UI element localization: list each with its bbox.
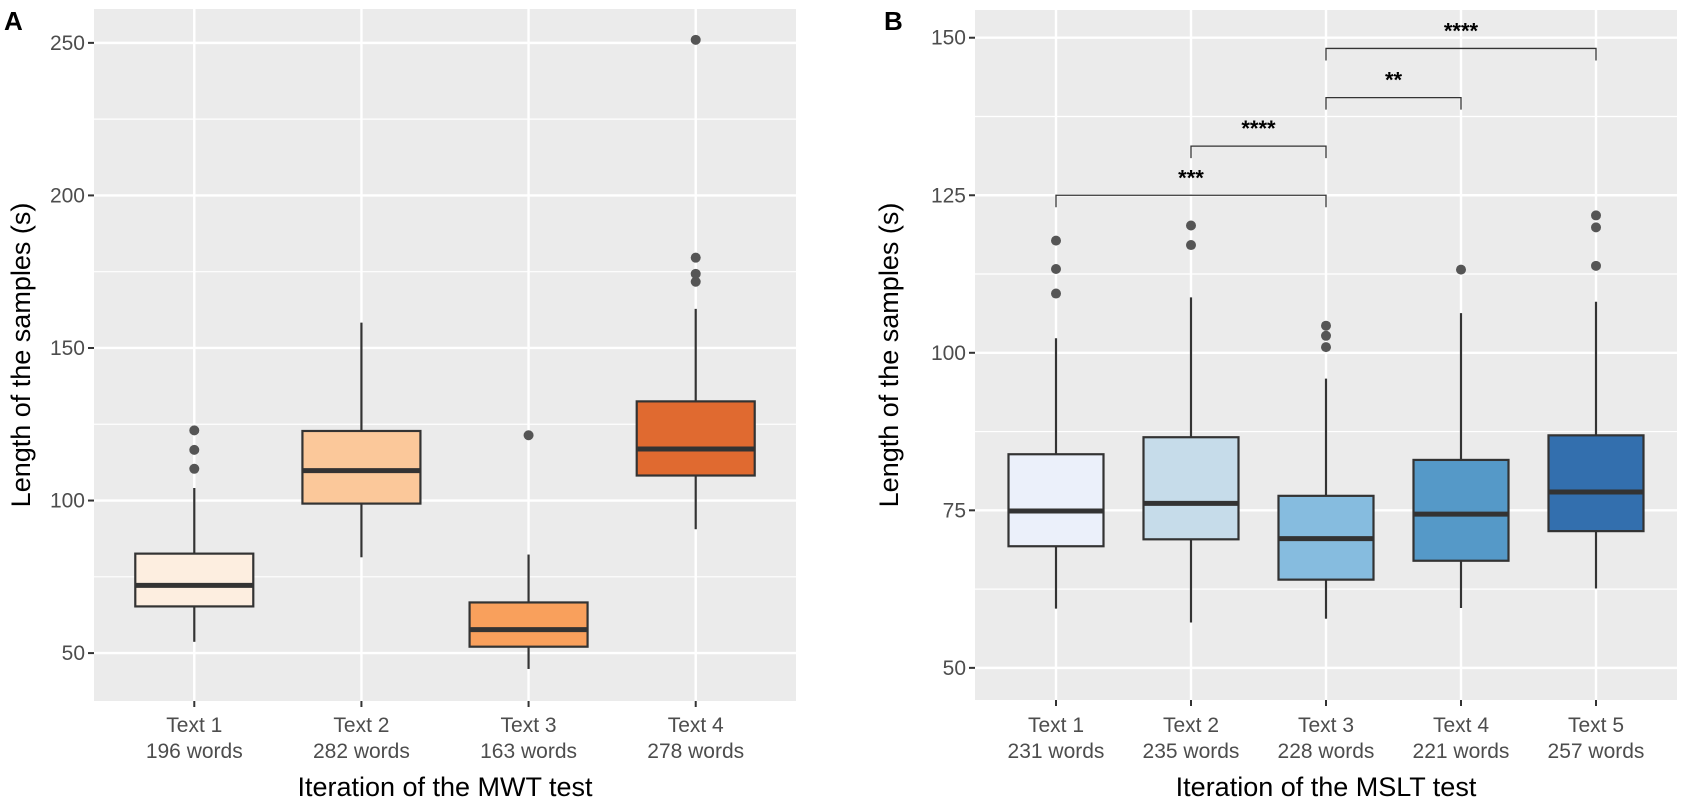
x-tick-sublabel: 231 words xyxy=(1008,740,1105,763)
outlier-point xyxy=(690,268,701,279)
outlier-point xyxy=(189,444,200,455)
box xyxy=(635,400,756,477)
outlier-point xyxy=(1321,320,1331,331)
outlier-point xyxy=(1321,342,1331,353)
outlier-point xyxy=(523,430,534,441)
panel-b: 50 75 100 125 150 Text 1 231 words Text 2 235 wo… xyxy=(874,6,1677,802)
x-tick-sublabel: 196 words xyxy=(146,740,243,763)
box xyxy=(1142,436,1240,541)
y-tick-label: 50 xyxy=(62,642,85,665)
outlier-point xyxy=(189,425,200,436)
x-axis-title: Iteration of the MWT test xyxy=(297,772,593,802)
box xyxy=(301,429,422,505)
y-tick-label: 100 xyxy=(931,342,966,365)
x-tick-label: Text 4 xyxy=(1433,714,1489,737)
panel-a: 50 100 150 200 250 Text 1 196 words Text 2 282 w… xyxy=(4,6,796,802)
box xyxy=(468,601,589,648)
box xyxy=(1412,458,1510,562)
box xyxy=(134,552,255,608)
significance-bracket xyxy=(1325,96,1462,110)
outlier-point xyxy=(1456,264,1466,275)
outlier-point xyxy=(1591,222,1601,233)
x-tick-label: Text 1 xyxy=(1028,714,1084,737)
outlier-point xyxy=(1051,288,1061,299)
x-tick-label: Text 4 xyxy=(668,714,724,737)
y-tick-label: 150 xyxy=(50,337,85,360)
y-tick-label: 50 xyxy=(943,657,966,680)
y-tick-label: 100 xyxy=(50,490,85,513)
significance-bracket xyxy=(1190,145,1327,159)
y-axis-title: Length of the samples (s) xyxy=(874,203,904,508)
significance-label: ** xyxy=(1385,68,1403,93)
y-axis-title: Length of the samples (s) xyxy=(6,203,36,508)
y-tick-label: 125 xyxy=(931,184,966,207)
y-tick-label: 75 xyxy=(943,499,966,522)
x-tick-sublabel: 228 words xyxy=(1278,740,1375,763)
x-tick-sublabel: 235 words xyxy=(1143,740,1240,763)
x-tick-sublabel: 257 words xyxy=(1548,740,1645,763)
outlier-point xyxy=(1591,260,1601,271)
outlier-point xyxy=(1186,220,1196,231)
x-axis-title: Iteration of the MSLT test xyxy=(1176,772,1477,802)
y-tick-label: 250 xyxy=(50,32,85,55)
outlier-point xyxy=(690,34,701,45)
significance-label: **** xyxy=(1444,18,1479,43)
outlier-point xyxy=(1051,263,1061,274)
panel-label: A xyxy=(4,6,23,36)
x-tick-label: Text 3 xyxy=(1298,714,1354,737)
outlier-point xyxy=(1186,240,1196,251)
outlier-point xyxy=(1591,210,1601,221)
x-tick-label: Text 3 xyxy=(501,714,557,737)
x-tick-label: Text 2 xyxy=(1163,714,1219,737)
box xyxy=(1547,434,1645,533)
x-tick-sublabel: 163 words xyxy=(480,740,577,763)
significance-label: *** xyxy=(1178,165,1204,190)
x-tick-sublabel: 282 words xyxy=(313,740,410,763)
panel-label: B xyxy=(884,6,903,36)
significance-bracket xyxy=(1055,194,1327,208)
x-tick-sublabel: 221 words xyxy=(1413,740,1510,763)
outlier-point xyxy=(1321,330,1331,341)
outlier-point xyxy=(1051,235,1061,246)
outlier-point xyxy=(189,463,200,474)
x-tick-label: Text 1 xyxy=(166,714,222,737)
significance-bracket xyxy=(1325,47,1597,61)
box xyxy=(1007,453,1105,548)
y-tick-label: 150 xyxy=(931,27,966,50)
x-tick-label: Text 5 xyxy=(1568,714,1624,737)
x-tick-sublabel: 278 words xyxy=(647,740,744,763)
outlier-point xyxy=(690,276,701,287)
x-tick-label: Text 2 xyxy=(333,714,389,737)
significance-label: **** xyxy=(1241,116,1276,141)
outlier-point xyxy=(690,252,701,263)
y-tick-label: 200 xyxy=(50,184,85,207)
